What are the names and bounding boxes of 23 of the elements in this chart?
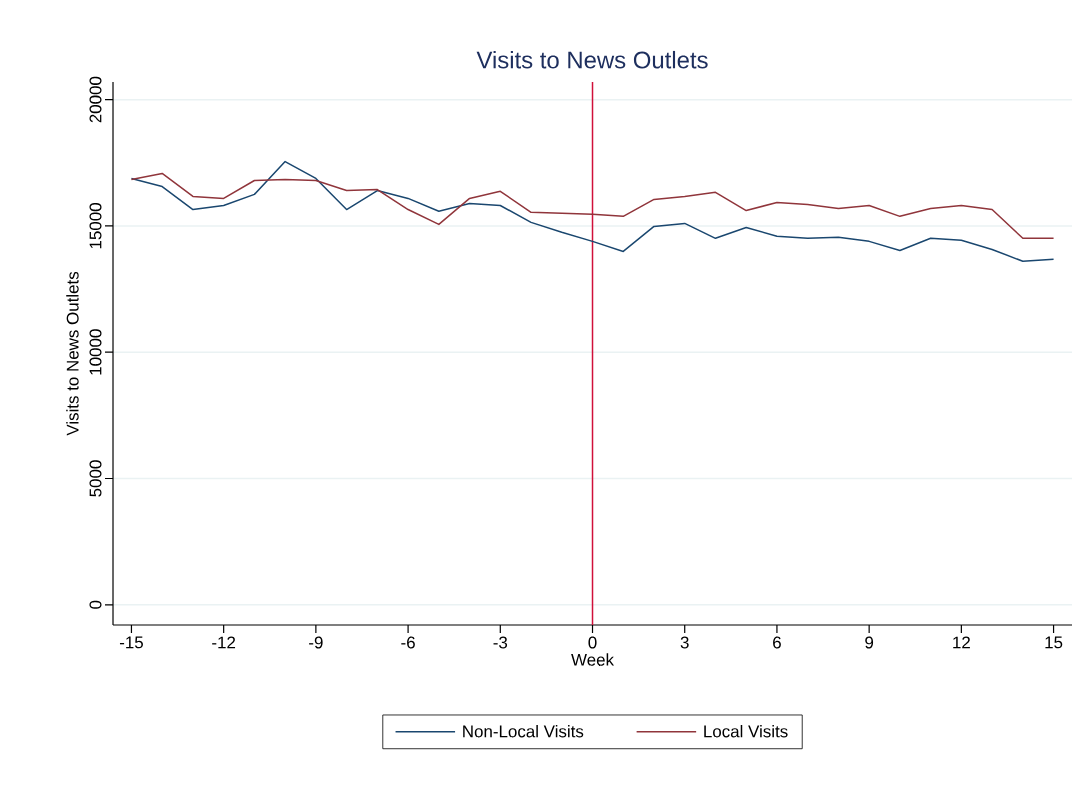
legend-label: Non-Local Visits (463, 724, 584, 738)
y-tick-label: 15000 (89, 203, 102, 249)
y-tick-label: 5000 (89, 460, 102, 497)
x-tick-label: -3 (493, 636, 508, 649)
line-series (130, 172, 1055, 240)
y-axis-title: Visits to News Outlets (66, 271, 79, 436)
x-tick-label: 12 (953, 636, 970, 649)
x-tick-label: -6 (401, 636, 415, 649)
x-tick-label: 3 (680, 636, 689, 649)
x-tick-label: 0 (588, 636, 597, 649)
y-tick-label: 10000 (89, 329, 102, 375)
legend-label: Local Visits (704, 724, 788, 738)
y-tick-label: 20000 (89, 76, 102, 123)
chart-title: Visits to News Outlets (476, 50, 708, 69)
x-tick-label: -9 (309, 636, 323, 649)
y-tick-label: 0 (89, 600, 102, 609)
x-tick-label: 9 (865, 636, 874, 649)
line-series (130, 160, 1055, 263)
x-tick-label: 6 (773, 636, 781, 649)
x-tick-label: 15 (1045, 636, 1063, 649)
x-tick-label: -12 (212, 636, 236, 649)
x-axis-title: Week (571, 653, 615, 666)
x-tick-label: -15 (119, 636, 143, 649)
